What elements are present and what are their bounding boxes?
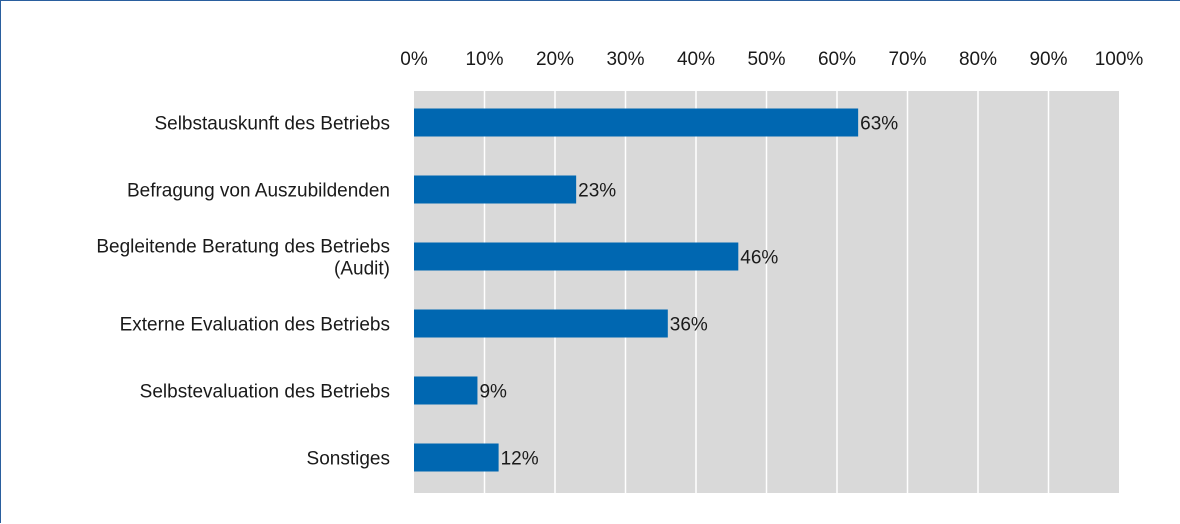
x-tick-label: 0% xyxy=(400,49,428,70)
x-tick-label: 80% xyxy=(959,49,997,70)
category-label: Selbstevaluation des Betriebs xyxy=(140,382,390,403)
data-labels: 63% 23% 46% 36% 9% 12% xyxy=(479,114,898,470)
x-tick-label: 100% xyxy=(1095,49,1144,70)
bar xyxy=(414,309,668,338)
category-label: Selbstauskunft des Betriebs xyxy=(154,114,390,135)
category-label: Befragung von Auszubildenden xyxy=(127,181,390,202)
category-label: Begleitende Beratung des Betriebs (Audit) xyxy=(96,237,390,280)
x-tick-label: 20% xyxy=(536,49,574,70)
x-tick-label: 40% xyxy=(677,49,715,70)
bar xyxy=(414,443,499,472)
bar xyxy=(414,376,478,405)
category-label-line: (Audit) xyxy=(334,259,390,280)
data-label: 36% xyxy=(670,315,708,336)
gridlines xyxy=(483,91,1050,493)
category-label-line: Selbstevaluation des Betriebs xyxy=(140,382,390,403)
x-tick-label: 60% xyxy=(818,49,856,70)
category-label-line: Selbstauskunft des Betriebs xyxy=(154,114,390,135)
bars xyxy=(414,108,859,472)
bar xyxy=(414,242,739,271)
data-label: 12% xyxy=(501,449,539,470)
category-label: Externe Evaluation des Betriebs xyxy=(120,315,390,336)
x-tick-label: 70% xyxy=(888,49,926,70)
x-tick-label: 90% xyxy=(1029,49,1067,70)
category-labels: Selbstauskunft des Betriebs Befragung von… xyxy=(96,114,390,470)
bar xyxy=(414,175,577,204)
x-axis-tick-labels: 0% 10% 20% 30% 40% 50% 60% 70% 80% 90% 100% xyxy=(400,49,1143,70)
category-label-line: Sonstiges xyxy=(307,449,390,470)
x-tick-label: 50% xyxy=(747,49,785,70)
data-label: 9% xyxy=(479,382,507,403)
x-tick-label: 30% xyxy=(606,49,644,70)
x-tick-label: 10% xyxy=(465,49,503,70)
data-label: 63% xyxy=(860,114,898,135)
category-label: Sonstiges xyxy=(307,449,390,470)
data-label: 23% xyxy=(578,181,616,202)
data-label: 46% xyxy=(740,248,778,269)
category-label-line: Befragung von Auszubildenden xyxy=(127,181,390,202)
category-label-line: Begleitende Beratung des Betriebs xyxy=(96,237,390,258)
bar xyxy=(414,108,859,137)
category-label-line: Externe Evaluation des Betriebs xyxy=(120,315,390,336)
